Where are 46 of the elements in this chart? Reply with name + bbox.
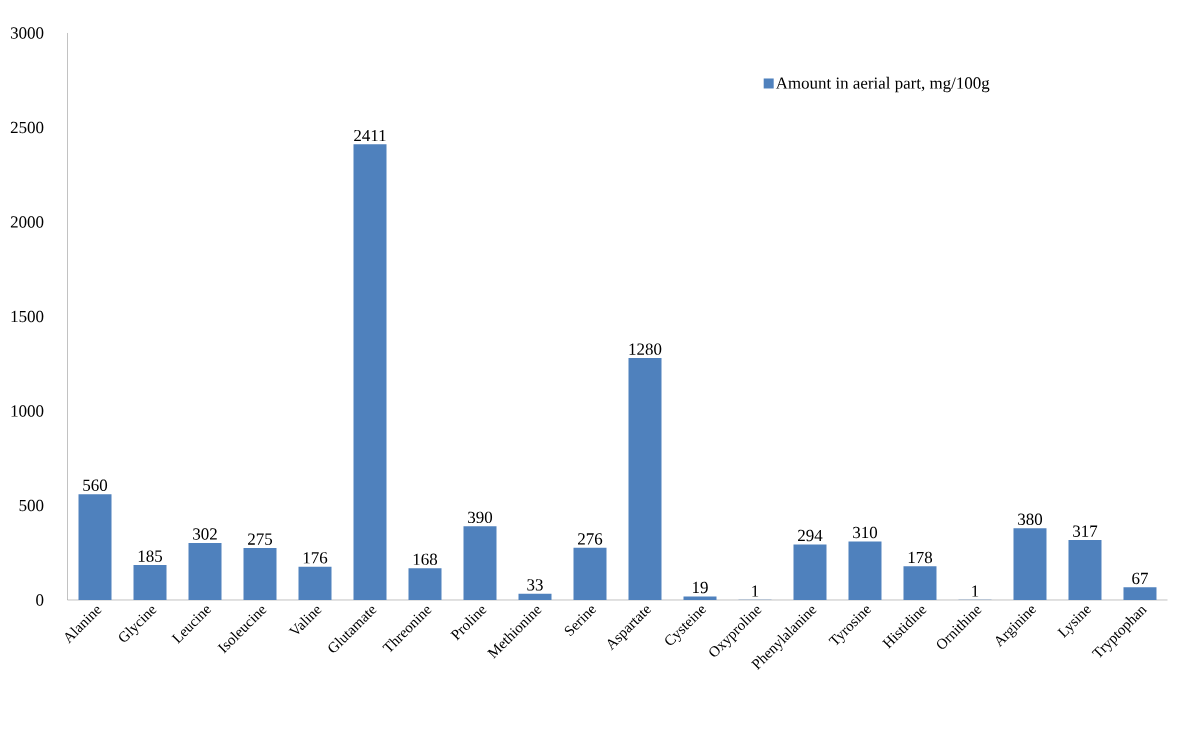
y-tick-label: 2000 — [10, 216, 44, 228]
data-label: 317 — [1073, 525, 1098, 537]
y-tick-label: 2500 — [10, 121, 44, 134]
data-label: 1280 — [629, 343, 662, 355]
data-label: 178 — [908, 551, 933, 564]
bar — [243, 548, 277, 600]
bar — [188, 542, 222, 600]
y-tick-label: 0 — [36, 594, 44, 606]
bar — [518, 593, 552, 600]
y-tick-label: 500 — [19, 499, 44, 512]
y-tick-label: 1000 — [11, 405, 44, 417]
bar — [683, 596, 717, 600]
bar — [133, 565, 167, 600]
legend-label: Amount in aerial part, mg/100g — [775, 76, 990, 93]
data-label: 294 — [798, 529, 823, 542]
data-label: 168 — [413, 553, 438, 566]
y-tick-label: 1500 — [11, 310, 44, 323]
bar — [1013, 528, 1047, 600]
data-label: 185 — [138, 550, 163, 562]
bar — [903, 566, 937, 600]
data-label: 19 — [693, 581, 708, 594]
bar — [573, 547, 607, 600]
data-label: 302 — [193, 528, 217, 540]
bar — [628, 358, 662, 600]
data-label: 310 — [853, 526, 878, 539]
bar — [848, 541, 882, 600]
bar — [463, 526, 497, 600]
bar — [298, 566, 332, 600]
bar — [1123, 587, 1157, 600]
bar — [353, 144, 387, 600]
data-label: 380 — [1018, 513, 1043, 525]
data-label: 1 — [752, 585, 759, 597]
data-label: 176 — [303, 552, 328, 564]
data-label: 275 — [248, 533, 273, 545]
data-label: 390 — [468, 511, 493, 524]
bar — [78, 494, 112, 600]
data-label: 2411 — [354, 129, 386, 142]
bar — [408, 568, 442, 600]
data-label: 33 — [527, 579, 543, 591]
bar — [1068, 540, 1102, 600]
data-label: 276 — [578, 533, 603, 545]
data-label: 1 — [972, 585, 979, 597]
y-tick-label: 3000 — [10, 27, 44, 39]
data-label: 560 — [83, 479, 108, 491]
data-label: 67 — [1132, 572, 1148, 585]
bar — [793, 544, 827, 600]
